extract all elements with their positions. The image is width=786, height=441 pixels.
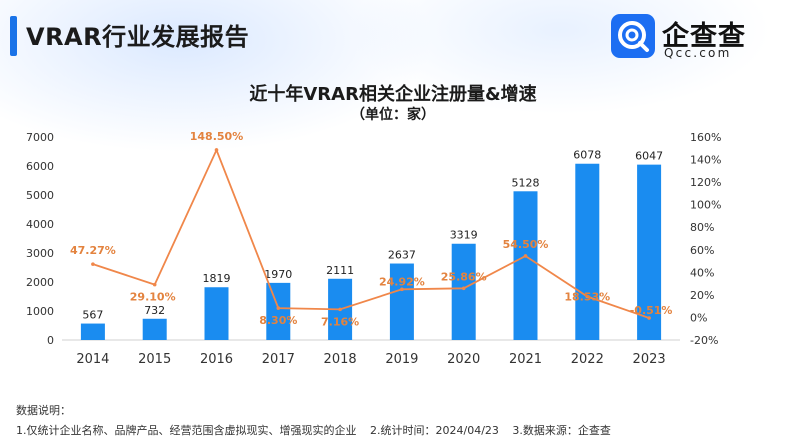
bar-value-label: 567 [82, 309, 103, 322]
right-axis-tick-label: 0% [690, 311, 707, 324]
qcc-logo-wordmark: 企查查 [662, 21, 746, 52]
report-title: VRAR行业发展报告 [26, 23, 250, 51]
growth-rate-label: 54.50% [503, 238, 549, 251]
growth-rate-label: 25.86% [441, 270, 487, 283]
qcc-logo: 企查查 Qcc.com [611, 10, 771, 64]
left-axis-tick-label: 3000 [26, 247, 54, 260]
bar-value-label: 5128 [512, 176, 540, 189]
growth-rate-label: 29.10% [130, 291, 176, 304]
notes-label: 数据说明： [16, 404, 71, 417]
growth-point-2021 [523, 254, 528, 258]
x-axis-tick-label: 2018 [324, 352, 357, 367]
qcc-logo-icon [611, 14, 655, 58]
left-axis-tick-label: 6000 [26, 160, 54, 173]
right-axis-tick-label: 140% [690, 154, 721, 167]
left-axis-tick-label: 1000 [26, 305, 54, 318]
right-axis-tick-label: 100% [690, 199, 721, 212]
growth-rate-label: 8.30% [259, 314, 297, 327]
growth-rate-line [92, 147, 650, 319]
right-axis-tick-label: 60% [690, 244, 714, 257]
right-axis-tick-label: 20% [690, 289, 714, 302]
growth-point-2023 [647, 316, 651, 320]
bar-value-label: 1970 [264, 268, 292, 281]
growth-point-2015 [152, 282, 157, 287]
x-axis-tick-label: 2020 [447, 352, 480, 367]
growth-rate-label: 47.27% [70, 244, 116, 257]
bar-2022 [575, 163, 600, 340]
x-axis-tick-label: 2019 [385, 352, 418, 367]
x-axis-tick-label: 2022 [571, 352, 604, 367]
x-axis-tick-label: 2014 [76, 352, 109, 367]
x-axis-tick-label: 2021 [509, 352, 542, 367]
growth-point-2017 [276, 306, 281, 310]
growth-point-2019 [400, 287, 404, 292]
growth-point-2018 [338, 307, 342, 312]
growth-point-2020 [461, 286, 466, 291]
right-axis-tick-label: 40% [690, 266, 714, 279]
growth-point-2022 [585, 294, 590, 299]
right-axis-tick-label: 160% [690, 131, 721, 144]
growth-rate-label: -0.51% [630, 304, 673, 317]
x-axis-tick-label: 2017 [262, 352, 295, 367]
bar-value-label: 732 [144, 304, 165, 317]
qcc-logo-domain: Qcc.com [664, 46, 732, 60]
chart-subtitle: （单位：家） [351, 107, 435, 123]
x-axis-tick-label: 2015 [138, 352, 171, 367]
bar-value-label: 6047 [635, 150, 663, 163]
bar-value-label: 3319 [450, 229, 478, 242]
right-axis-tick-label: 80% [690, 221, 714, 234]
bar-2014 [80, 323, 105, 340]
bar-value-label: 2637 [388, 249, 416, 262]
bar-2016 [204, 287, 229, 340]
growth-rate-label: 148.50% [190, 130, 243, 143]
bar-2017 [266, 282, 291, 340]
left-axis-tick-label: 5000 [26, 189, 54, 202]
growth-point-2014 [91, 262, 95, 266]
chart-title: 近十年VRAR相关企业注册量&增速 [249, 84, 537, 105]
right-axis-tick-label: -20% [690, 334, 718, 347]
note-item-source: 3.数据来源：企查查 [512, 424, 611, 437]
growth-rate-label: 7.16% [321, 315, 359, 328]
growth-rate-label: 24.92% [379, 275, 425, 288]
bar-2023 [637, 164, 662, 340]
notes-body: 1.仅统计企业名称、品牌产品、经营范围含虚拟现实、增强现实的企业 2.统计时间：… [16, 422, 621, 438]
left-axis-tick-label: 2000 [26, 276, 54, 289]
right-axis-tick-label: 120% [690, 176, 721, 189]
bar-value-label: 2111 [326, 264, 354, 277]
growth-rate-label: 18.53% [564, 291, 610, 304]
bar-value-label: 6078 [573, 149, 601, 162]
left-axis-tick-label: 0 [47, 334, 54, 347]
note-item-scope: 1.仅统计企业名称、品牌产品、经营范围含虚拟现实、增强现实的企业 [16, 424, 357, 437]
bar-2015 [142, 318, 167, 340]
growth-point-2016 [214, 148, 219, 152]
bar-value-label: 1819 [203, 272, 231, 285]
bar-2021 [513, 191, 538, 340]
left-axis-tick-label: 4000 [26, 218, 54, 231]
x-axis-tick-label: 2016 [200, 352, 233, 367]
note-item-date: 2.统计时间：2024/04/23 [370, 424, 499, 437]
bar-2020 [451, 243, 476, 340]
left-axis-tick-label: 7000 [26, 131, 54, 144]
bar-2019 [389, 263, 414, 340]
header-accent-bar [10, 16, 17, 56]
x-axis-tick-label: 2023 [633, 352, 666, 367]
